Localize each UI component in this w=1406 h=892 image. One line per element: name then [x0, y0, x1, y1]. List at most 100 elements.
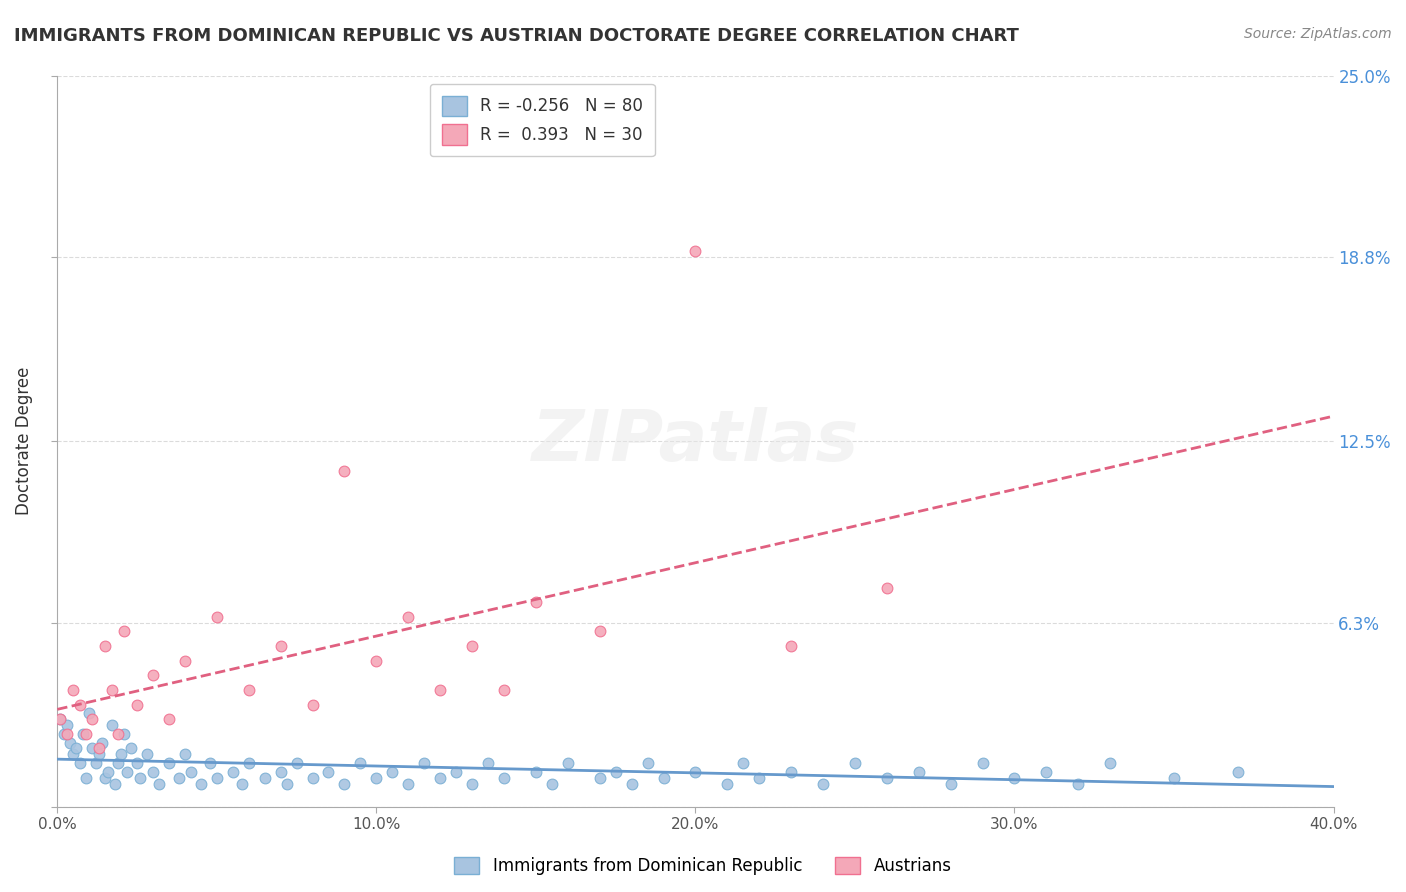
Point [82, 712, 104, 726]
Point [100, 718, 122, 732]
Point [157, 756, 180, 770]
Point [318, 764, 340, 779]
Point [270, 639, 292, 653]
Point [396, 776, 419, 790]
Legend: Immigrants from Dominican Republic, Austrians: Immigrants from Dominican Republic, Aust… [446, 849, 960, 884]
Point [117, 764, 139, 779]
Point [780, 639, 803, 653]
Point [939, 776, 962, 790]
Point [69, 698, 91, 712]
Point [844, 756, 866, 770]
Point [65, 741, 87, 756]
Point [748, 771, 770, 785]
Point [1067, 776, 1090, 790]
Point [112, 727, 135, 741]
Point [72, 727, 94, 741]
Point [301, 771, 323, 785]
Point [97, 764, 120, 779]
Point [112, 624, 135, 639]
Point [876, 581, 898, 595]
Point [62, 682, 84, 697]
Point [56, 718, 79, 732]
Text: Source: ZipAtlas.com: Source: ZipAtlas.com [1244, 27, 1392, 41]
Point [301, 698, 323, 712]
Point [200, 756, 222, 770]
Point [110, 747, 132, 762]
Point [444, 764, 467, 779]
Legend: R = -0.256   N = 80, R =  0.393   N = 30: R = -0.256 N = 80, R = 0.393 N = 30 [430, 84, 655, 156]
Point [52, 727, 75, 741]
Point [429, 771, 451, 785]
Point [222, 764, 245, 779]
Point [270, 764, 292, 779]
Point [907, 764, 929, 779]
Point [461, 776, 484, 790]
Point [381, 764, 404, 779]
Point [492, 682, 515, 697]
Point [62, 747, 84, 762]
Text: IMMIGRANTS FROM DOMINICAN REPUBLIC VS AUSTRIAN DOCTORATE DEGREE CORRELATION CHAR: IMMIGRANTS FROM DOMINICAN REPUBLIC VS AU… [14, 27, 1019, 45]
Point [972, 756, 994, 770]
Point [366, 654, 388, 668]
Point [461, 639, 484, 653]
Point [557, 756, 579, 770]
Point [94, 639, 117, 653]
Point [1004, 771, 1026, 785]
Text: ZIPatlas: ZIPatlas [531, 407, 859, 475]
Point [125, 756, 148, 770]
Point [429, 682, 451, 697]
Point [238, 682, 260, 697]
Point [589, 624, 612, 639]
Point [84, 756, 107, 770]
Point [100, 682, 122, 697]
Point [413, 756, 436, 770]
Point [190, 776, 212, 790]
Point [107, 727, 129, 741]
Point [652, 771, 675, 785]
Point [107, 756, 129, 770]
Point [157, 712, 180, 726]
Point [733, 756, 755, 770]
Point [333, 776, 356, 790]
Y-axis label: Doctorate Degree: Doctorate Degree [15, 368, 32, 516]
Point [69, 756, 91, 770]
Point [524, 595, 547, 609]
Point [59, 736, 82, 750]
Point [129, 771, 152, 785]
Point [167, 771, 190, 785]
Point [1163, 771, 1185, 785]
Point [477, 756, 499, 770]
Point [1226, 764, 1249, 779]
Point [589, 771, 612, 785]
Point [94, 771, 117, 785]
Point [49, 712, 72, 726]
Point [333, 463, 356, 477]
Point [148, 776, 170, 790]
Point [87, 741, 110, 756]
Point [174, 654, 197, 668]
Point [135, 747, 157, 762]
Point [253, 771, 276, 785]
Point [716, 776, 738, 790]
Point [620, 776, 643, 790]
Point [876, 771, 898, 785]
Point [685, 244, 707, 258]
Point [91, 736, 114, 750]
Point [205, 771, 228, 785]
Point [637, 756, 659, 770]
Point [349, 756, 371, 770]
Point [142, 764, 165, 779]
Point [285, 756, 308, 770]
Point [780, 764, 803, 779]
Point [396, 609, 419, 624]
Point [174, 747, 197, 762]
Point [49, 712, 72, 726]
Point [75, 727, 97, 741]
Point [540, 776, 562, 790]
Point [1035, 764, 1057, 779]
Point [87, 747, 110, 762]
Point [75, 771, 97, 785]
Point [120, 741, 142, 756]
Point [125, 698, 148, 712]
Point [685, 764, 707, 779]
